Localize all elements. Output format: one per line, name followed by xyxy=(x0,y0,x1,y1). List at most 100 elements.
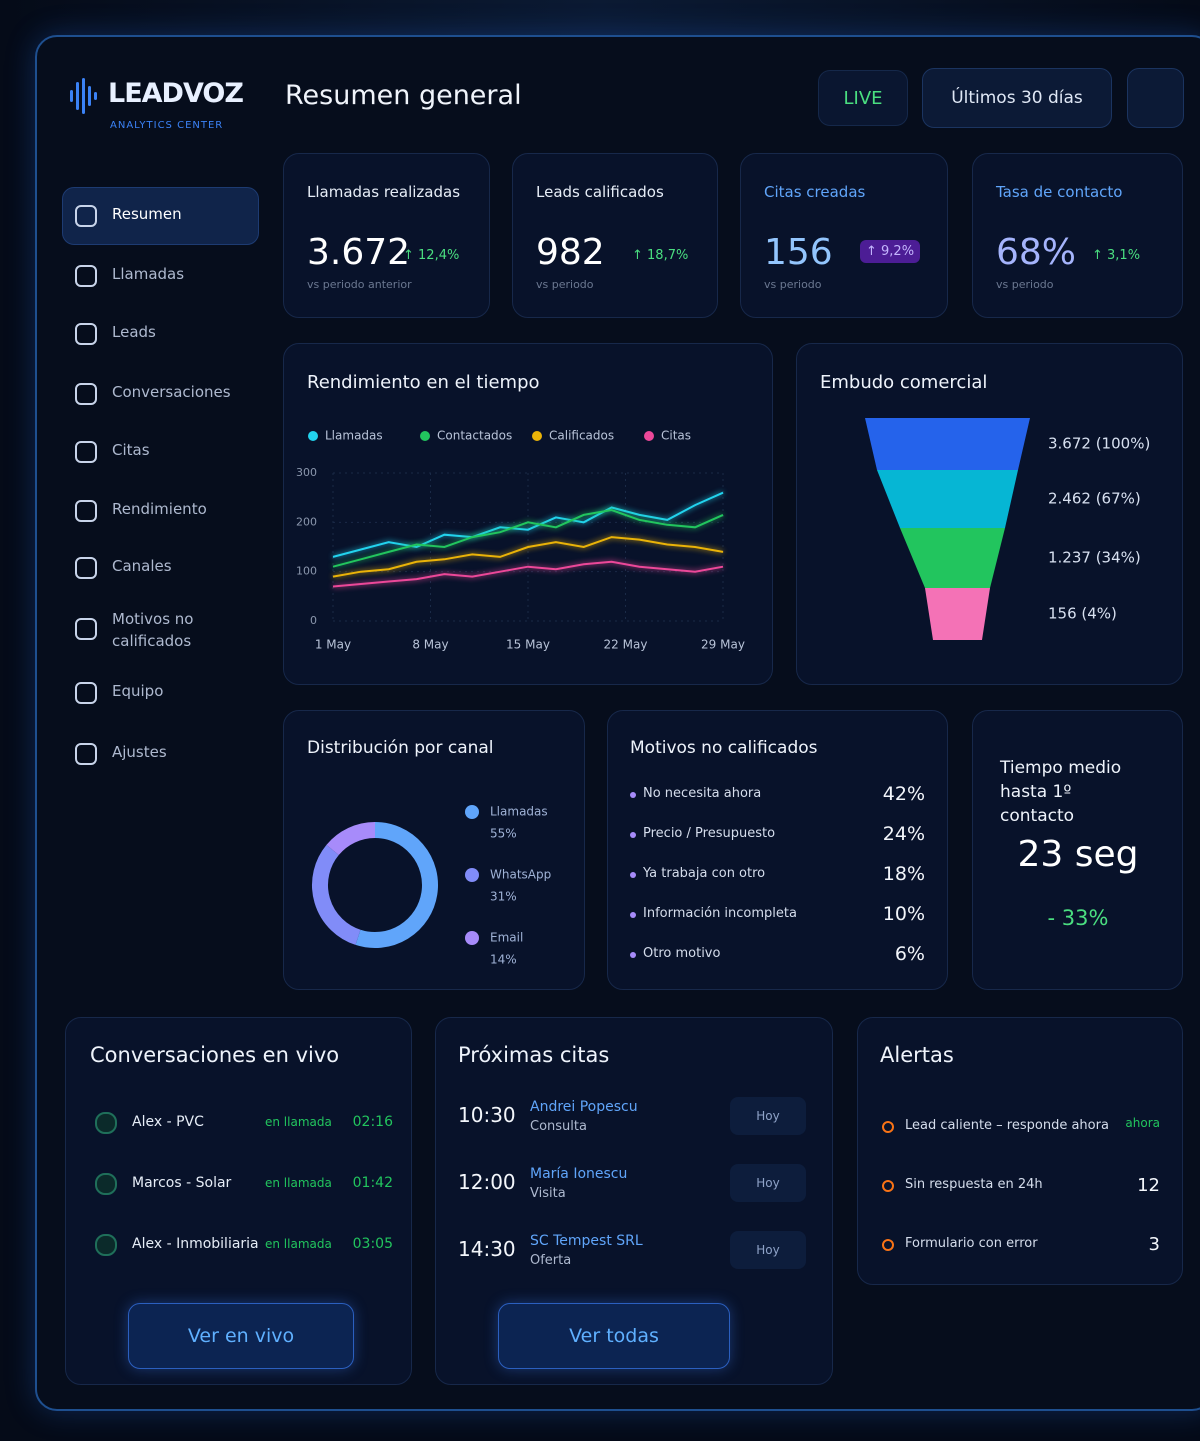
alert-text: Lead caliente – responde ahora xyxy=(905,1118,1109,1133)
legend-value: 31% xyxy=(490,890,517,904)
bullet xyxy=(630,912,636,918)
nav-icon xyxy=(75,205,97,227)
range-select[interactable]: Últimos 30 días xyxy=(922,68,1112,128)
contact-name: Alex - PVC xyxy=(132,1114,204,1130)
kpi-note: vs periodo xyxy=(996,278,1054,291)
call-time: 01:42 xyxy=(352,1175,393,1191)
status-icon xyxy=(95,1112,117,1134)
alert-badge: 3 xyxy=(1148,1234,1160,1255)
performance-card xyxy=(283,343,773,685)
appointment-tag: Hoy xyxy=(730,1097,806,1135)
nav-icon xyxy=(75,383,97,405)
legend-label: WhatsApp xyxy=(490,868,551,882)
metric-delta: - 33% xyxy=(1047,906,1109,930)
alert-icon xyxy=(882,1121,894,1133)
nav-active xyxy=(62,187,259,245)
funnel-label: 156 (4%) xyxy=(1048,605,1117,623)
alerts-card xyxy=(857,1017,1183,1285)
legend-label: Contactados xyxy=(437,429,512,443)
legend-marker xyxy=(532,431,542,441)
reason-label: Información incompleta xyxy=(643,906,797,921)
kpi-note: vs periodo anterior xyxy=(307,278,412,291)
button[interactable]: Ver todas xyxy=(498,1303,730,1369)
chart-title: Distribución por canal xyxy=(307,738,494,758)
logo-bar xyxy=(76,82,79,110)
funnel-label: 3.672 (100%) xyxy=(1048,435,1150,453)
legend-label: Llamadas xyxy=(490,805,548,819)
appointment-time: 12:00 xyxy=(458,1170,516,1194)
kpi-delta: ↑ 3,1% xyxy=(1092,248,1141,263)
y-tick-label: 200 xyxy=(296,515,317,528)
alert-text: Formulario con error xyxy=(905,1236,1038,1251)
legend-value: 55% xyxy=(490,827,517,841)
x-tick-label: 29 May xyxy=(701,638,745,652)
legend-marker xyxy=(644,431,654,441)
funnel-stage xyxy=(925,588,990,640)
nav-item: Leads xyxy=(112,323,156,341)
appointment-tag: Hoy xyxy=(730,1231,806,1269)
bullet xyxy=(630,952,636,958)
kpi-value: 156 xyxy=(764,232,833,273)
logo-icon xyxy=(70,78,97,114)
filter-button[interactable] xyxy=(1127,68,1184,128)
card-title: Conversaciones en vivo xyxy=(90,1043,340,1067)
donut-segment xyxy=(326,822,376,856)
y-tick-label: 0 xyxy=(310,614,317,627)
kpi-card xyxy=(740,153,948,318)
reason-value: 18% xyxy=(882,863,925,885)
legend-marker xyxy=(465,805,479,819)
live-pill: LIVE xyxy=(818,70,908,126)
donut-segment xyxy=(355,822,438,948)
contact-name: Marcos - Solar xyxy=(132,1175,232,1191)
kpi-delta: ↑ 12,4% xyxy=(403,248,460,263)
appointment-kind: Visita xyxy=(530,1186,566,1201)
line-chart: Llamadas Contactados Calificados Citas 0 100 2… xyxy=(296,429,745,652)
reason-label: No necesita ahora xyxy=(643,786,762,801)
nav-item: Citas xyxy=(112,441,150,459)
page-title: Resumen general xyxy=(285,80,522,111)
nav-icon xyxy=(75,743,97,765)
contact-name: Alex - Inmobiliaria xyxy=(132,1236,259,1252)
card-title: Próximas citas xyxy=(458,1043,610,1067)
legend-marker xyxy=(420,431,430,441)
chart-title: Rendimiento en el tiempo xyxy=(307,372,540,393)
line-series xyxy=(332,560,724,588)
reasons-card xyxy=(607,710,948,990)
appointment-kind: Oferta xyxy=(530,1253,572,1268)
button[interactable]: Ver en vivo xyxy=(128,1303,354,1369)
funnel-stage xyxy=(877,470,1018,528)
appointment-name: Andrei Popescu xyxy=(530,1099,638,1115)
call-time: 03:05 xyxy=(352,1236,393,1252)
reason-value: 24% xyxy=(882,823,925,845)
appointment-name: María Ionescu xyxy=(530,1166,628,1182)
nav-icon xyxy=(75,618,97,640)
call-status: en llamada xyxy=(265,1115,332,1129)
kpi-delta: ↑ 18,7% xyxy=(632,248,689,263)
funnel-chart: 3.672 (100%) 2.462 (67%) 1.237 (34%) 156 (4… xyxy=(865,418,1150,640)
appointment-time: 10:30 xyxy=(458,1103,516,1127)
legend-label: Llamadas xyxy=(325,429,383,443)
legend-value: 14% xyxy=(490,953,517,967)
chart-title: Embudo comercial xyxy=(820,372,988,393)
alert-text: Sin respuesta en 24h xyxy=(905,1177,1043,1192)
alert-icon xyxy=(882,1180,894,1192)
reason-label: Ya trabaja con otro xyxy=(643,866,766,881)
nav-item: Llamadas xyxy=(112,265,185,283)
brand-tagline: ANALYTICS CENTER xyxy=(110,120,224,131)
reason-value: 42% xyxy=(882,783,925,805)
kpi-card xyxy=(512,153,718,318)
y-tick-label: 300 xyxy=(296,466,317,479)
call-status: en llamada xyxy=(265,1176,332,1190)
kpi-value: 68% xyxy=(996,232,1077,273)
funnel-stage xyxy=(865,418,1030,470)
alert-badge: 12 xyxy=(1137,1175,1160,1196)
kpi-label: Citas creadas xyxy=(764,183,866,201)
kpi-label: Llamadas realizadas xyxy=(307,183,461,201)
response-card xyxy=(972,710,1183,990)
alert-badge: ahora xyxy=(1125,1116,1160,1130)
line-series xyxy=(332,536,724,578)
funnel-label: 1.237 (34%) xyxy=(1048,549,1141,567)
status-icon xyxy=(95,1173,117,1195)
kpi-card xyxy=(972,153,1183,318)
